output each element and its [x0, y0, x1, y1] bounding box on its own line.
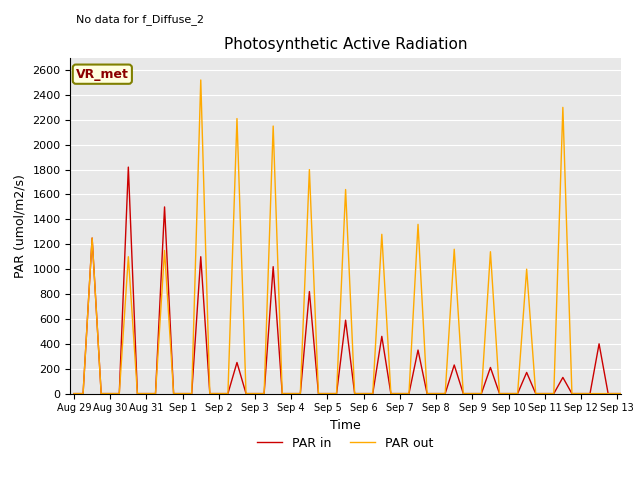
PAR out — [632, 391, 639, 396]
Text: No data for f_Diffuse_2: No data for f_Diffuse_2 — [76, 14, 204, 25]
Line: PAR in: PAR in — [74, 167, 640, 394]
PAR out — [378, 231, 386, 237]
PAR out — [197, 77, 205, 83]
PAR in — [215, 391, 223, 396]
PAR out — [215, 391, 223, 396]
Y-axis label: PAR (umol/m2/s): PAR (umol/m2/s) — [14, 174, 27, 277]
PAR in — [125, 164, 132, 170]
Text: VR_met: VR_met — [76, 68, 129, 81]
X-axis label: Time: Time — [330, 419, 361, 432]
PAR out — [70, 391, 78, 396]
PAR in — [324, 391, 332, 396]
Title: Photosynthetic Active Radiation: Photosynthetic Active Radiation — [224, 37, 467, 52]
Legend: PAR in, PAR out: PAR in, PAR out — [252, 432, 439, 455]
PAR in — [632, 391, 639, 396]
PAR in — [577, 391, 585, 396]
PAR in — [70, 391, 78, 396]
PAR in — [252, 391, 259, 396]
PAR in — [378, 334, 386, 339]
Line: PAR out: PAR out — [74, 80, 640, 394]
PAR out — [577, 391, 585, 396]
PAR out — [252, 391, 259, 396]
PAR out — [324, 391, 332, 396]
